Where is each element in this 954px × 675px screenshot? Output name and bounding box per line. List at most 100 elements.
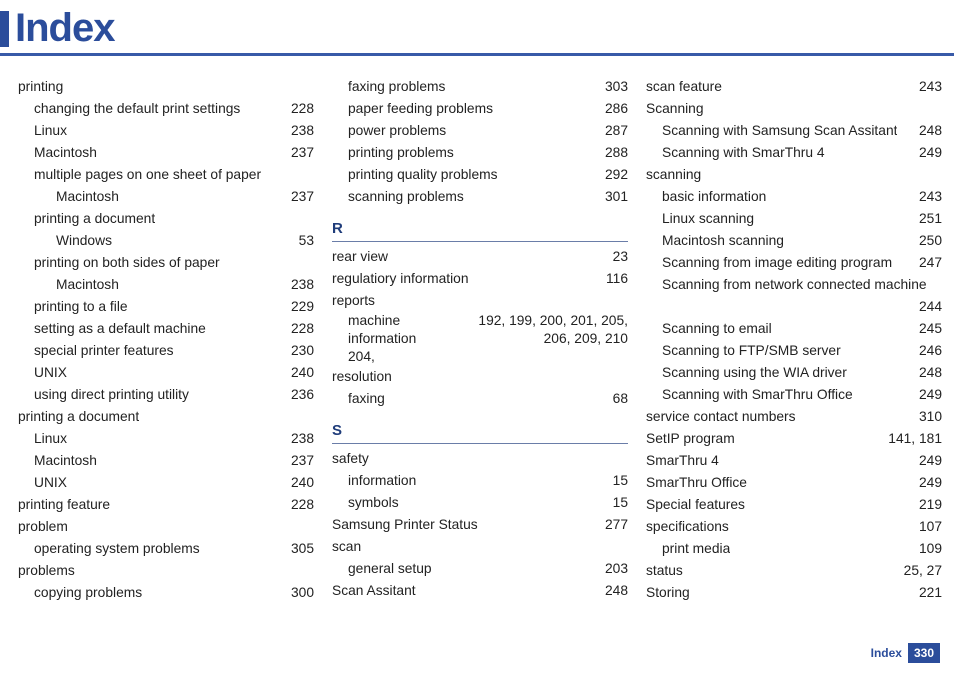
index-page-number: 53 <box>299 230 314 252</box>
index-page-number: 249 <box>919 142 942 164</box>
index-label: safety <box>332 448 369 470</box>
index-page-number: 248 <box>605 580 628 602</box>
index-page-number: 237 <box>291 142 314 164</box>
index-page-number: 141, 181 <box>888 428 942 450</box>
index-label: faxing <box>348 388 385 410</box>
index-label: Scan Assitant <box>332 580 416 602</box>
index-page-number: 247 <box>919 252 942 274</box>
columns: printingchanging the default print setti… <box>0 56 954 604</box>
index-label: paper feeding problems <box>348 98 493 120</box>
index-label: SmarThru Office <box>646 472 747 494</box>
index-page-number: 68 <box>613 388 628 410</box>
index-page-number: 109 <box>919 538 942 560</box>
index-entry: faxing problems 303 <box>332 76 628 98</box>
index-label: printing <box>18 76 63 98</box>
index-label: printing to a file <box>34 296 128 318</box>
index-label: Scanning <box>646 98 704 120</box>
index-page-number: 249 <box>919 450 942 472</box>
index-label: printing on both sides of paper <box>34 252 220 274</box>
index-entry: printing on both sides of paper <box>18 252 314 274</box>
index-entry: printing quality problems 292 <box>332 164 628 186</box>
index-label: scan <box>332 536 361 558</box>
index-page-number: 277 <box>605 514 628 536</box>
index-page-number: 300 <box>291 582 314 604</box>
index-page-number: 248 <box>919 120 942 142</box>
column-3: scan feature243ScanningScanning with Sam… <box>646 76 942 604</box>
index-entry: Scanning <box>646 98 942 120</box>
index-entry: Storing221 <box>646 582 942 604</box>
index-entry: copying problems300 <box>18 582 314 604</box>
index-entry: operating system problems305 <box>18 538 314 560</box>
index-label: printing quality problems <box>348 164 498 186</box>
index-label: Scanning using the WIA driver <box>662 362 847 384</box>
index-label: UNIX <box>34 362 67 384</box>
index-label: faxing problems <box>348 76 445 98</box>
index-label: rear view <box>332 246 388 268</box>
index-label: basic information <box>662 186 766 208</box>
index-entry: scanning problems301 <box>332 186 628 208</box>
index-entry: setting as a default machine228 <box>18 318 314 340</box>
index-page-number: 107 <box>919 516 942 538</box>
index-entry: Scanning to email245 <box>646 318 942 340</box>
index-label: using direct printing utility <box>34 384 189 406</box>
index-page-number: 238 <box>291 428 314 450</box>
header: Index <box>0 0 954 51</box>
index-entry: machine information204,192, 199, 200, 20… <box>332 312 628 366</box>
index-label: problems <box>18 560 75 582</box>
index-entry: Macintosh238 <box>18 274 314 296</box>
index-page-number: 229 <box>291 296 314 318</box>
index-entry: service contact numbers310 <box>646 406 942 428</box>
footer: Index 330 <box>871 643 940 663</box>
index-page-number: 25, 27 <box>904 560 942 582</box>
page-title: Index <box>15 6 114 51</box>
index-label: 204, <box>348 348 441 366</box>
index-entry: printing <box>18 76 314 98</box>
index-entry: general setup203 <box>332 558 628 580</box>
index-page-number: 219 <box>919 494 942 516</box>
index-label: reports <box>332 290 375 312</box>
index-entry: Scanning using the WIA driver 248 <box>646 362 942 384</box>
index-page-number: 116 <box>606 268 628 290</box>
index-page-number: 192, 199, 200, 201, 205, 206, 209, 210 <box>441 312 628 348</box>
index-entry: using direct printing utility 236 <box>18 384 314 406</box>
column-2: faxing problems 303 paper feeding problems… <box>332 76 628 604</box>
index-entry: Windows53 <box>18 230 314 252</box>
index-page-number: 237 <box>291 450 314 472</box>
index-page-number: 243 <box>919 186 942 208</box>
footer-label: Index <box>871 646 902 660</box>
index-entry: Scanning with SmarThru 4249 <box>646 142 942 164</box>
index-page-number: 238 <box>291 120 314 142</box>
index-label: changing the default print settings <box>34 98 240 120</box>
index-entry: Macintosh scanning250 <box>646 230 942 252</box>
index-entry: basic information 243 <box>646 186 942 208</box>
index-label: Scanning from image editing program <box>662 252 892 274</box>
index-label: printing a document <box>34 208 155 230</box>
index-label: Scanning to email <box>662 318 772 340</box>
index-page-number: 303 <box>605 76 628 98</box>
index-entry: Linux238 <box>18 428 314 450</box>
index-page-number: 292 <box>605 164 628 186</box>
index-entry: printing problems288 <box>332 142 628 164</box>
index-entry: information15 <box>332 470 628 492</box>
index-label: printing problems <box>348 142 454 164</box>
index-entry: SetIP program141, 181 <box>646 428 942 450</box>
index-entry: special printer features230 <box>18 340 314 362</box>
index-entry: scan feature243 <box>646 76 942 98</box>
index-label: special printer features <box>34 340 174 362</box>
index-label: power problems <box>348 120 446 142</box>
index-label: UNIX <box>34 472 67 494</box>
index-page-number: 248 <box>919 362 942 384</box>
index-entry: printing a document <box>18 208 314 230</box>
index-page-number: 236 <box>291 384 314 406</box>
index-page-number: 228 <box>291 318 314 340</box>
index-entry: Scanning to FTP/SMB server246 <box>646 340 942 362</box>
index-label: Macintosh <box>34 450 97 472</box>
index-page-number: 15 <box>613 470 628 492</box>
index-label: resolution <box>332 366 392 388</box>
index-label: Macintosh <box>56 186 119 208</box>
index-label: Special features <box>646 494 745 516</box>
section-letter: S <box>332 420 628 442</box>
section-rule <box>332 443 628 444</box>
index-page-number: 240 <box>291 472 314 494</box>
index-entry: resolution <box>332 366 628 388</box>
